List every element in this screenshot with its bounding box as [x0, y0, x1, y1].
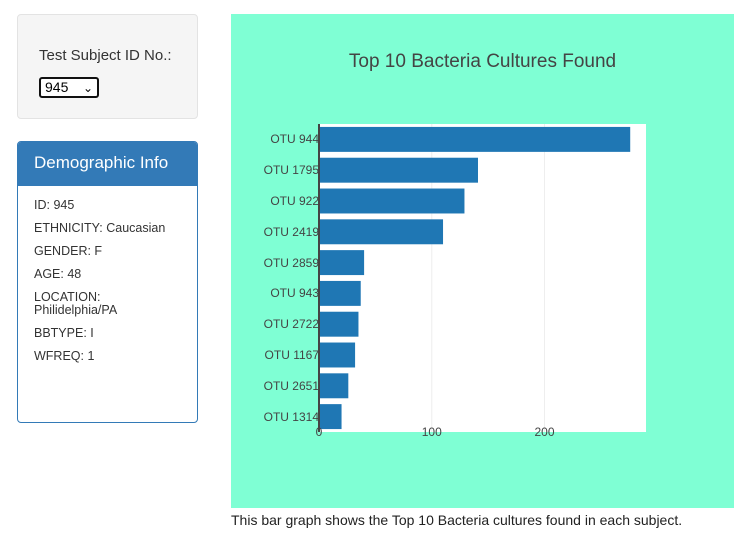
- demographic-gender: GENDER: F: [34, 244, 103, 258]
- chevron-down-icon: ⌄: [82, 81, 93, 95]
- subject-id-selected-value: 945: [45, 79, 69, 95]
- bar-otu-1167[interactable]: [319, 342, 356, 368]
- y-tick-label: OTU 2651: [263, 378, 319, 393]
- y-tick-label: OTU 2419: [263, 224, 319, 239]
- subject-id-select[interactable]: 945 ⌄: [39, 77, 99, 98]
- bar-otu-1795[interactable]: [319, 157, 478, 183]
- subject-selector-well: Test Subject ID No.: 945 ⌄: [17, 14, 198, 119]
- y-tick-label: OTU 943: [270, 286, 319, 301]
- bar-otu-2859[interactable]: [319, 250, 365, 276]
- demographic-panel-body: ID: 945 ETHNICITY: Caucasian GENDER: F A…: [18, 186, 197, 363]
- y-tick-label: OTU 2859: [263, 255, 319, 270]
- y-tick-label: OTU 944: [270, 132, 319, 147]
- bar-otu-2419[interactable]: [319, 219, 444, 245]
- x-tick-label: 0: [315, 425, 323, 439]
- y-tick-label: OTU 2722: [263, 317, 319, 332]
- bar-otu-2722[interactable]: [319, 311, 359, 337]
- chart-title: Top 10 Bacteria Cultures Found: [348, 51, 617, 72]
- demographic-panel-title: Demographic Info: [18, 142, 197, 186]
- subject-id-label: Test Subject ID No.:: [39, 47, 172, 64]
- demographic-location: LOCATION: Philidelphia/PA: [34, 290, 118, 317]
- y-tick-label: OTU 1314: [263, 409, 319, 424]
- demographic-wfreq: WFREQ: 1: [34, 349, 95, 363]
- demographic-panel: Demographic Info ID: 945 ETHNICITY: Cauc…: [17, 141, 198, 423]
- demographic-id: ID: 945: [34, 198, 75, 212]
- y-tick-label: OTU 1167: [264, 348, 319, 362]
- bar-otu-943[interactable]: [319, 280, 361, 306]
- bar-otu-2651[interactable]: [319, 373, 349, 399]
- bar-chart: Top 10 Bacteria Cultures Found OTU 944 OT…: [231, 14, 734, 508]
- bar-otu-1314[interactable]: [319, 404, 342, 430]
- demographic-age: AGE: 48: [34, 267, 82, 281]
- x-tick-label: 200: [534, 425, 555, 439]
- y-tick-label: OTU 1795: [263, 163, 319, 178]
- bar-otu-922[interactable]: [319, 188, 465, 214]
- bar-otu-944[interactable]: [319, 126, 631, 152]
- y-tick-label: OTU 922: [270, 194, 319, 208]
- demographic-bbtype: BBTYPE: I: [34, 326, 94, 340]
- chart-svg: [318, 124, 631, 432]
- demographic-ethnicity: ETHNICITY: Caucasian: [34, 221, 166, 235]
- chart-caption: This bar graph shows the Top 10 Bacteria…: [231, 512, 683, 528]
- x-tick-label: 100: [421, 425, 442, 439]
